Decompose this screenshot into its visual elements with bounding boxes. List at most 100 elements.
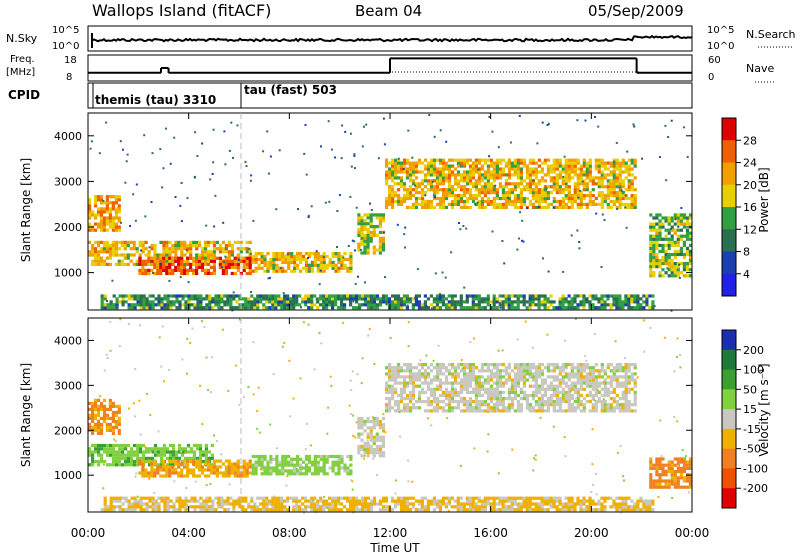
heatmap-cell [226,300,230,304]
heatmap-cell [363,297,368,301]
heatmap-cell [126,463,131,467]
heatmap-cell [106,505,110,509]
heatmap-speckle [224,255,227,258]
heatmap-cell [358,297,362,301]
heatmap-cell [346,499,350,503]
heatmap-cell [103,294,107,298]
heatmap-cell [126,244,130,248]
heatmap-cell [126,443,131,448]
heatmap-cell [245,474,249,478]
heatmap-cell [600,199,604,204]
heatmap-cell [391,167,395,171]
heatmap-speckle [503,262,506,265]
heatmap-cell [132,453,137,457]
heatmap-cell [217,306,221,310]
heatmap-cell [156,259,160,263]
heatmap-cell [337,469,341,473]
heatmap-cell [236,256,240,260]
heatmap-cell [388,196,392,201]
heatmap-cell [369,222,373,226]
heatmap-cell [218,262,222,266]
heatmap-cell [480,393,484,398]
heatmap-cell [546,170,550,174]
heatmap-cell [498,397,502,401]
heatmap-cell [670,225,674,229]
heatmap-cell [552,499,556,503]
heatmap-cell [388,378,392,382]
heatmap-cell [316,266,320,270]
heatmap-cell [621,303,625,307]
heatmap-cell [226,499,230,503]
heatmap-cell [349,502,353,506]
heatmap-cell [186,271,190,276]
heatmap-cell [397,176,401,180]
heatmap-cell [174,459,178,463]
heatmap-cell [423,205,428,209]
heatmap-cell [516,384,520,388]
heatmap-cell [588,202,592,206]
heatmap-cell [438,196,443,201]
heatmap-speckle [664,124,667,127]
heatmap-cell [423,505,427,509]
heatmap-cell [546,191,550,195]
heatmap-cell [543,173,547,177]
heatmap-cell [272,252,276,256]
heatmap-cell [495,393,499,398]
heatmap-cell [525,406,529,410]
heatmap-cell [91,213,95,217]
heatmap-cell [366,416,370,421]
heatmap-cell [486,502,490,506]
heatmap-cell [114,410,118,414]
heatmap-cell [492,363,496,367]
heatmap-cell [633,199,637,204]
heatmap-speckle [250,174,253,177]
heatmap-cell [349,260,353,264]
heatmap-cell [399,409,404,413]
heatmap-cell [664,228,668,232]
heatmap-cell [174,462,178,466]
heatmap-cell [343,306,347,310]
heatmap-cell [388,366,392,370]
heatmap-cell [207,250,211,254]
heatmap-cell [498,202,502,206]
heatmap-cell [96,213,101,217]
heatmap-cell [477,499,481,503]
heatmap-cell [310,252,314,256]
heatmap-cell [268,306,272,310]
heatmap-cell [390,294,395,298]
heatmap-cell [340,303,344,307]
heatmap-cell [88,450,92,454]
heatmap-cell [175,300,179,304]
heatmap-cell [391,199,395,204]
heatmap-cell [405,161,410,165]
heatmap-cell [474,297,478,301]
heatmap-cell [426,297,430,301]
heatmap-cell [495,496,499,500]
heatmap-cell [214,300,218,304]
heatmap-cell [328,294,332,298]
heatmap-cell [540,196,544,201]
heatmap-cell [127,297,131,301]
heatmap-cell [552,306,556,310]
heatmap-cell [618,167,622,171]
heatmap-cell [262,306,266,310]
heatmap-cell [93,253,98,257]
heatmap-cell [183,247,187,251]
heatmap-cell [417,158,422,162]
heatmap-cell [582,306,586,310]
heatmap-cell [522,297,526,301]
heatmap-cell [360,242,364,246]
heatmap-cell [402,196,407,201]
heatmap-cell [486,496,490,500]
nave-tick-top: 60 [708,55,721,66]
heatmap-cell [139,303,143,307]
heatmap-cell [118,447,122,451]
heatmap-speckle [570,234,573,237]
heatmap-cell [453,196,458,201]
heatmap-cell [411,387,416,391]
heatmap-cell [528,294,532,298]
heatmap-cell [269,457,273,461]
heatmap-cell [102,410,107,414]
heatmap-cell [591,499,595,503]
heatmap-cell [241,306,245,310]
